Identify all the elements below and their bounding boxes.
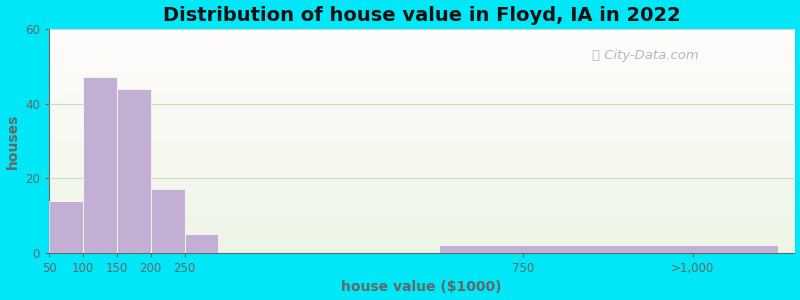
Bar — [185, 234, 218, 253]
Bar — [150, 189, 185, 253]
Y-axis label: houses: houses — [6, 113, 19, 169]
Bar — [438, 245, 778, 253]
Bar — [117, 88, 150, 253]
Bar — [83, 77, 117, 253]
Title: Distribution of house value in Floyd, IA in 2022: Distribution of house value in Floyd, IA… — [163, 6, 681, 25]
Bar — [49, 201, 83, 253]
Text: ⓘ City-Data.com: ⓘ City-Data.com — [592, 49, 698, 62]
X-axis label: house value ($1000): house value ($1000) — [342, 280, 502, 294]
